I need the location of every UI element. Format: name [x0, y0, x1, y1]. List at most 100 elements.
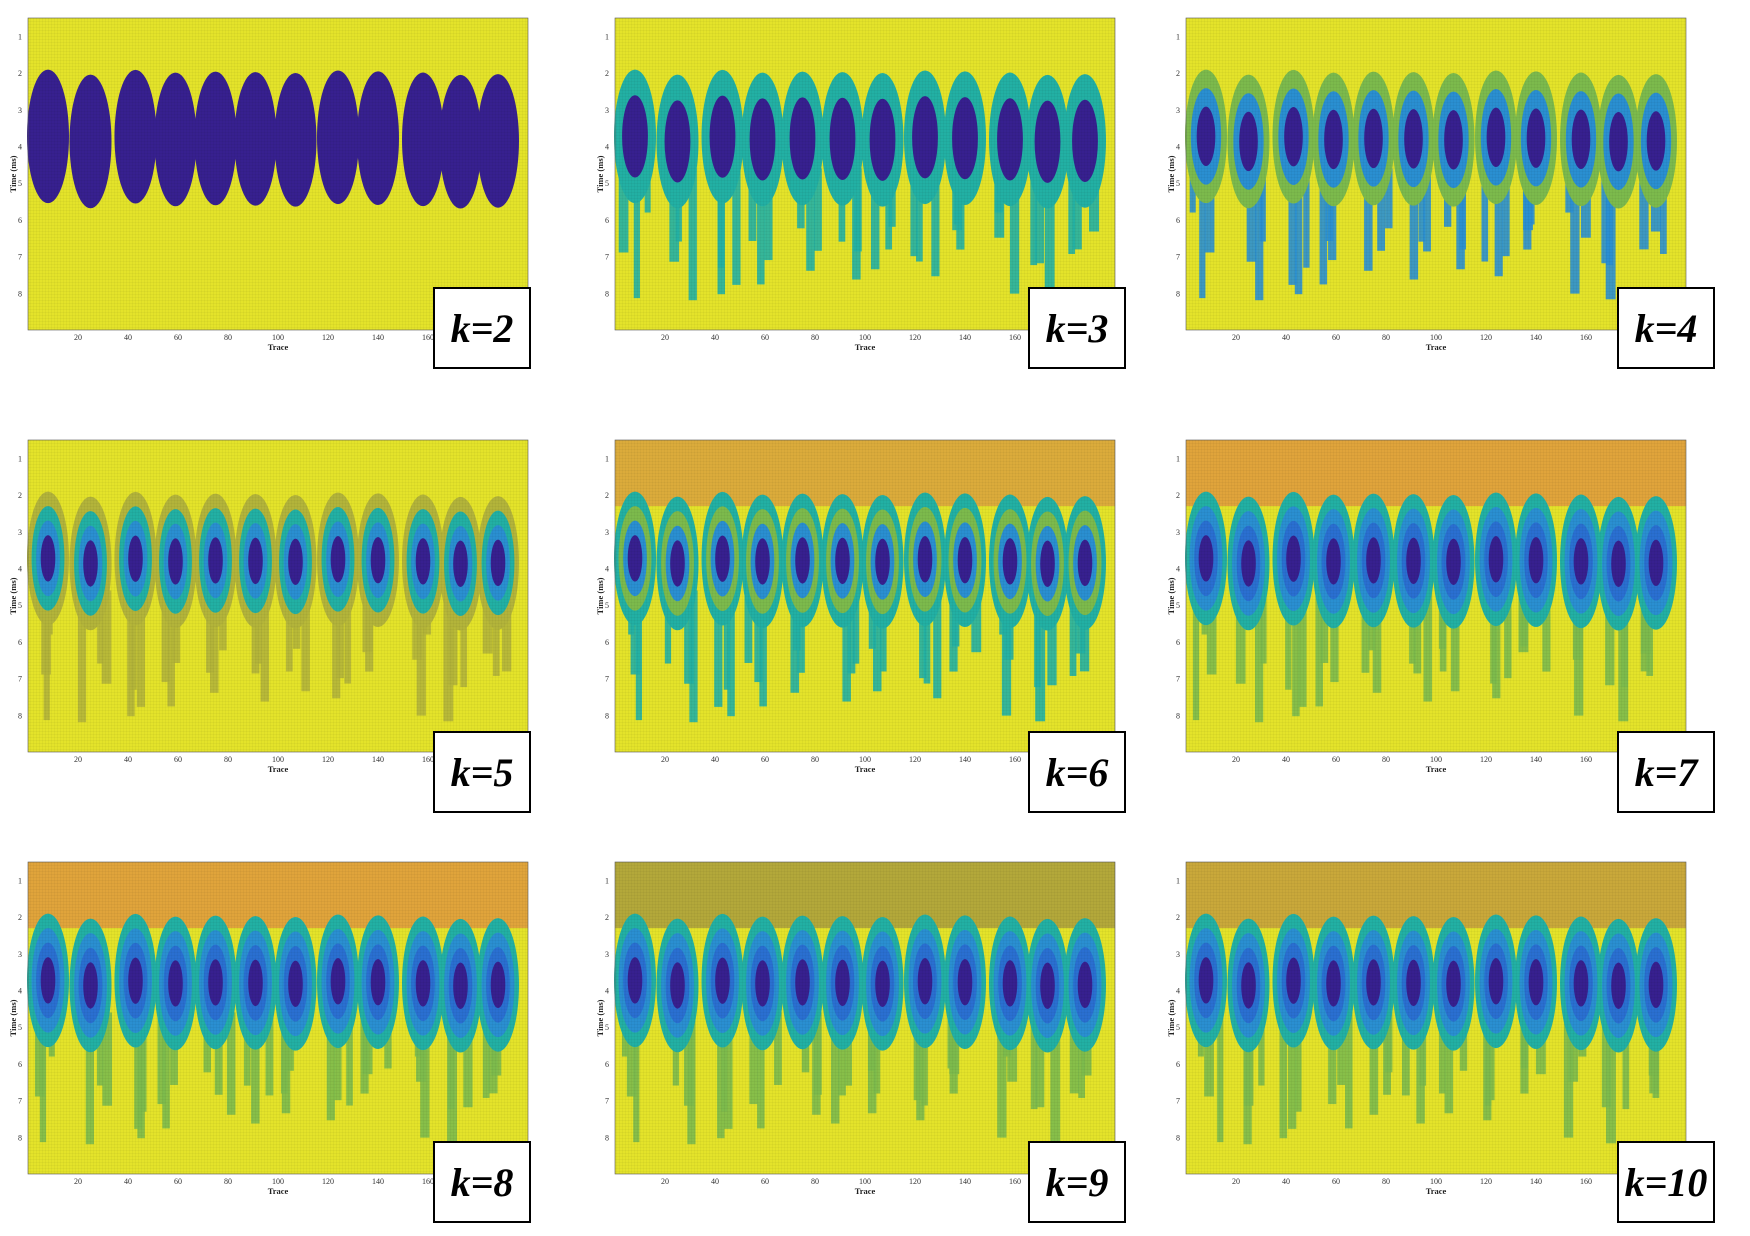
y-tick-label: 3: [18, 106, 22, 115]
y-tick-label: 7: [18, 675, 22, 684]
x-axis-title: Trace: [268, 764, 289, 774]
x-tick-label: 160: [422, 333, 434, 342]
x-tick-label: 20: [1232, 755, 1240, 764]
plot-frame: [1185, 439, 1687, 753]
y-tick-label: 8: [18, 289, 22, 298]
x-axis-title: Trace: [855, 1186, 876, 1196]
y-tick-label: 5: [605, 179, 609, 188]
y-tick-label: 8: [1176, 289, 1180, 298]
x-tick-label: 120: [322, 1177, 334, 1186]
grid-overlay: [615, 862, 1115, 1174]
plot-frame: [614, 17, 1116, 331]
y-tick-label: 8: [18, 711, 22, 720]
x-tick-label: 160: [1009, 333, 1021, 342]
x-tick-label: 140: [372, 755, 384, 764]
x-tick-label: 60: [174, 333, 182, 342]
x-tick-label: 80: [224, 755, 232, 764]
y-tick-label: 2: [1176, 69, 1180, 78]
k-label: k=8: [433, 1141, 531, 1223]
x-tick-label: 80: [811, 755, 819, 764]
y-axis-title: Time (ms): [8, 999, 18, 1036]
y-tick-label: 8: [605, 711, 609, 720]
y-tick-label: 5: [18, 1023, 22, 1032]
x-tick-label: 120: [909, 755, 921, 764]
y-axis-title: Time (ms): [595, 155, 605, 192]
grid-overlay: [1186, 18, 1686, 330]
x-tick-label: 40: [711, 333, 719, 342]
x-tick-label: 40: [124, 1177, 132, 1186]
k-label: k=9: [1028, 1141, 1126, 1223]
y-tick-label: 1: [18, 876, 22, 885]
heatmap-k10: 1 2 3 4 5 6 7 8 20 40 60 80 100 120 140 160 Trace Time (m…: [1166, 861, 1687, 1196]
y-tick-label: 2: [605, 491, 609, 500]
x-tick-label: 40: [711, 1177, 719, 1186]
y-axis-title: Time (ms): [595, 577, 605, 614]
plot-frame: [614, 861, 1116, 1175]
y-tick-label: 8: [605, 1133, 609, 1142]
x-axis-title: Trace: [1426, 764, 1447, 774]
y-tick-label: 7: [605, 1097, 609, 1106]
x-tick-label: 140: [372, 333, 384, 342]
y-tick-label: 2: [1176, 491, 1180, 500]
y-tick-label: 6: [18, 1060, 22, 1069]
x-tick-label: 60: [1332, 333, 1340, 342]
y-axis-title: Time (ms): [1166, 155, 1176, 192]
plot-frame: [27, 861, 529, 1175]
panel-k5: 1 2 3 4 5 6 7 8 20 40 60 80 100 120 140 160 Trace Time (m…: [0, 422, 560, 813]
x-tick-label: 80: [224, 333, 232, 342]
y-tick-label: 3: [18, 950, 22, 959]
x-tick-label: 140: [372, 1177, 384, 1186]
x-tick-label: 100: [859, 755, 871, 764]
x-axis-title: Trace: [268, 1186, 289, 1196]
x-tick-label: 80: [1382, 333, 1390, 342]
y-tick-label: 2: [18, 69, 22, 78]
heatmap-k2: 1 2 3 4 5 6 7 8 20 40 60 80 100 120 140 160 Trace Time (m…: [8, 17, 529, 352]
y-tick-label: 3: [605, 950, 609, 959]
y-tick-label: 6: [1176, 1060, 1180, 1069]
grid-overlay: [1186, 440, 1686, 752]
y-tick-label: 5: [605, 601, 609, 610]
y-tick-label: 5: [605, 1023, 609, 1032]
heatmap-k7: 1 2 3 4 5 6 7 8 20 40 60 80 100 120 140 160 Trace Time (m…: [1166, 439, 1687, 774]
y-tick-label: 2: [18, 491, 22, 500]
x-tick-label: 20: [661, 333, 669, 342]
x-tick-label: 100: [1430, 1177, 1442, 1186]
y-tick-label: 8: [18, 1133, 22, 1142]
y-tick-label: 5: [18, 601, 22, 610]
y-tick-label: 7: [1176, 675, 1180, 684]
y-tick-label: 5: [1176, 1023, 1180, 1032]
x-tick-label: 160: [1009, 1177, 1021, 1186]
x-tick-label: 20: [1232, 1177, 1240, 1186]
heatmap-k8: 1 2 3 4 5 6 7 8 20 40 60 80 100 120 140 160 Trace Time (m…: [8, 861, 529, 1196]
x-tick-label: 80: [224, 1177, 232, 1186]
y-tick-label: 1: [18, 32, 22, 41]
x-tick-label: 120: [1480, 1177, 1492, 1186]
y-tick-label: 6: [605, 638, 609, 647]
x-tick-label: 160: [1580, 1177, 1592, 1186]
x-axis-title: Trace: [268, 342, 289, 352]
panel-k7: 1 2 3 4 5 6 7 8 20 40 60 80 100 120 140 160 Trace Time (m…: [1166, 422, 1728, 813]
y-tick-label: 1: [1176, 454, 1180, 463]
x-tick-label: 140: [1530, 755, 1542, 764]
x-tick-label: 140: [959, 333, 971, 342]
x-tick-label: 40: [1282, 755, 1290, 764]
plot-frame: [614, 439, 1116, 753]
k-label: k=2: [433, 287, 531, 369]
x-axis-title: Trace: [1426, 1186, 1447, 1196]
x-tick-label: 80: [1382, 1177, 1390, 1186]
y-tick-label: 6: [1176, 638, 1180, 647]
x-tick-label: 20: [661, 755, 669, 764]
x-tick-label: 120: [322, 333, 334, 342]
y-tick-label: 1: [1176, 32, 1180, 41]
x-tick-label: 140: [1530, 333, 1542, 342]
x-tick-label: 40: [124, 333, 132, 342]
y-tick-label: 2: [605, 69, 609, 78]
grid-overlay: [615, 18, 1115, 330]
x-tick-label: 60: [174, 755, 182, 764]
heatmap-k9: 1 2 3 4 5 6 7 8 20 40 60 80 100 120 140 160 Trace Time (m…: [595, 861, 1116, 1196]
k-label: k=3: [1028, 287, 1126, 369]
y-tick-label: 4: [605, 564, 609, 573]
y-tick-label: 7: [1176, 253, 1180, 262]
y-tick-label: 3: [18, 528, 22, 537]
x-tick-label: 40: [1282, 333, 1290, 342]
